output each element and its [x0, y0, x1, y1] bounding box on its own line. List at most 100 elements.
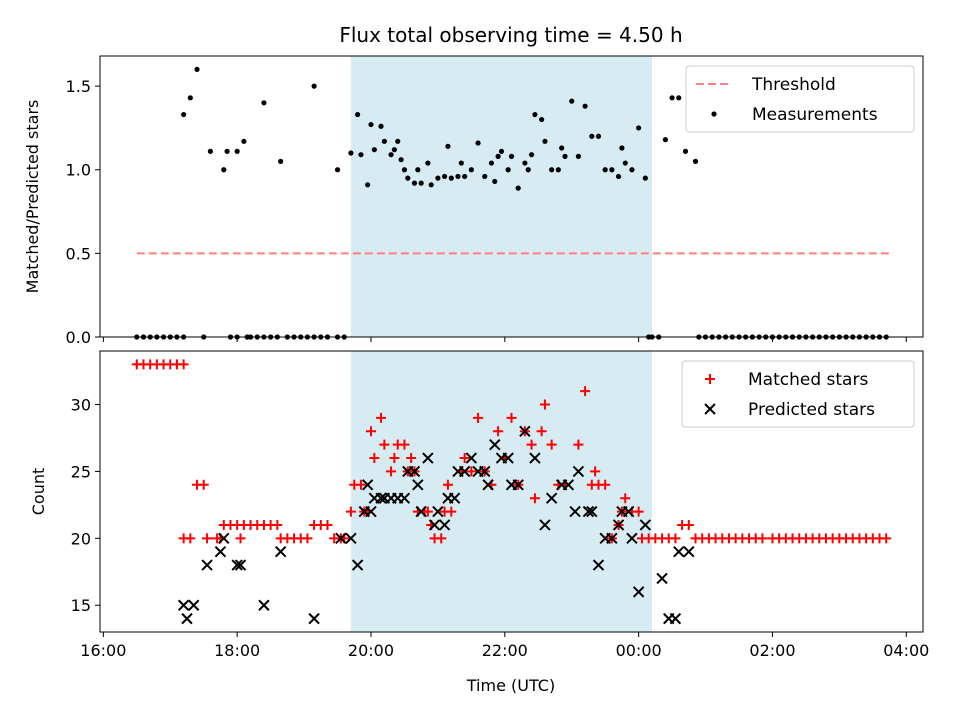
matched-point	[466, 466, 477, 477]
predicted-point	[683, 546, 695, 558]
x-tick-label: 02:00	[749, 641, 795, 660]
predicted-point	[502, 452, 514, 464]
predicted-point	[218, 532, 230, 545]
legend-label: Predicted stars	[748, 400, 875, 420]
matched-point	[376, 412, 387, 423]
measurement-point	[381, 138, 387, 144]
measurement-point	[498, 148, 505, 154]
measurement-point	[542, 138, 548, 144]
measurement-point	[505, 167, 511, 173]
predicted-point	[512, 479, 524, 491]
y-tick-label: 15	[71, 596, 91, 615]
measurement-point	[428, 182, 434, 188]
predicted-point	[582, 505, 595, 518]
measurement-point	[435, 175, 441, 181]
matched-point	[235, 533, 246, 544]
chart-title: Flux total observing time = 4.50 h	[339, 23, 682, 47]
matched-point	[302, 533, 313, 544]
y-tick-label: 1.5	[66, 77, 91, 96]
measurement-point	[311, 83, 317, 89]
predicted-point	[408, 465, 421, 478]
bottom-y-axis-title: Count	[29, 468, 48, 516]
measurement-point	[662, 137, 668, 143]
predicted-point	[428, 519, 441, 531]
predicted-point	[458, 465, 471, 478]
predicted-point	[375, 492, 387, 504]
matched-point	[506, 412, 517, 423]
measurement-point	[425, 160, 431, 166]
measurement-point	[468, 167, 474, 173]
x-tick-label: 20:00	[348, 641, 394, 660]
measurement-point	[241, 138, 247, 144]
measurement-point	[619, 145, 625, 151]
bottom-legend-box	[681, 360, 915, 428]
predicted-point	[586, 505, 598, 518]
measurement-point	[458, 160, 464, 166]
measurement-point	[462, 173, 468, 180]
measurement-point	[278, 158, 284, 164]
matched-point	[459, 453, 470, 464]
y-tick-label: 25	[71, 462, 91, 481]
predicted-point	[489, 438, 501, 451]
legend-matched-handle	[705, 374, 715, 384]
predicted-point	[177, 599, 190, 611]
measurement-point	[388, 152, 394, 158]
measurement-point	[495, 153, 501, 159]
measurement-point	[569, 98, 575, 104]
measurement-point	[692, 158, 699, 164]
y-tick-label: 0.0	[66, 328, 91, 347]
predicted-point	[234, 559, 247, 571]
bottom-observing-window	[350, 351, 653, 632]
x-tick-label: 16:00	[80, 641, 126, 660]
measurement-point	[615, 173, 622, 180]
measurement-point	[559, 145, 565, 151]
matched-point	[399, 439, 410, 450]
measurement-point	[595, 133, 602, 139]
measurement-point	[261, 100, 267, 106]
measurement-point	[355, 111, 361, 118]
y-tick-label: 0.5	[66, 244, 91, 263]
x-tick-label: 18:00	[214, 641, 260, 660]
x-tick-label: 22:00	[482, 641, 528, 660]
bottom-panel: 16:00 18:00 20:00 22:00 00:00 02:00 04:00 15 20 2…	[29, 350, 929, 660]
matched-point	[473, 412, 484, 423]
predicted-point	[626, 532, 638, 545]
legend-measurement-handle	[711, 111, 717, 117]
predicted-point	[465, 452, 478, 464]
x-tick-label: 04:00	[883, 641, 929, 660]
measurement-point	[609, 167, 615, 173]
predicted-point	[562, 479, 575, 491]
predicted-point	[365, 505, 377, 518]
measurement-point	[187, 95, 193, 101]
measurement-point	[622, 160, 628, 166]
measurement-point	[562, 153, 568, 159]
measurement-point	[589, 133, 595, 139]
predicted-point	[345, 532, 357, 545]
predicted-point	[231, 559, 243, 571]
predicted-point	[519, 425, 531, 437]
predicted-point	[187, 599, 200, 611]
predicted-point	[606, 532, 618, 545]
legend-label: Threshold	[751, 75, 836, 95]
predicted-point	[214, 546, 227, 558]
measurement-point	[676, 95, 682, 101]
measurement-point	[334, 167, 341, 173]
measurement-point	[475, 140, 481, 146]
top-axes-frame	[99, 55, 924, 338]
matched-point	[580, 386, 591, 397]
predicted-point	[308, 612, 320, 625]
measurement-point	[582, 103, 588, 109]
matched-point	[365, 426, 376, 437]
matched-point	[536, 426, 547, 437]
measurement-point	[629, 167, 635, 173]
x-axis-title: Time (UTC)	[466, 676, 555, 695]
top-observing-window	[350, 56, 653, 337]
top-y-axis-title: Matched/Predicted stars	[23, 100, 42, 294]
matched-point	[198, 479, 209, 490]
measurement-point	[528, 152, 535, 158]
matched-point	[757, 533, 768, 544]
predicted-point	[479, 465, 491, 478]
matched-point	[389, 453, 400, 464]
measurement-point	[448, 175, 454, 181]
measurement-point	[368, 121, 374, 128]
